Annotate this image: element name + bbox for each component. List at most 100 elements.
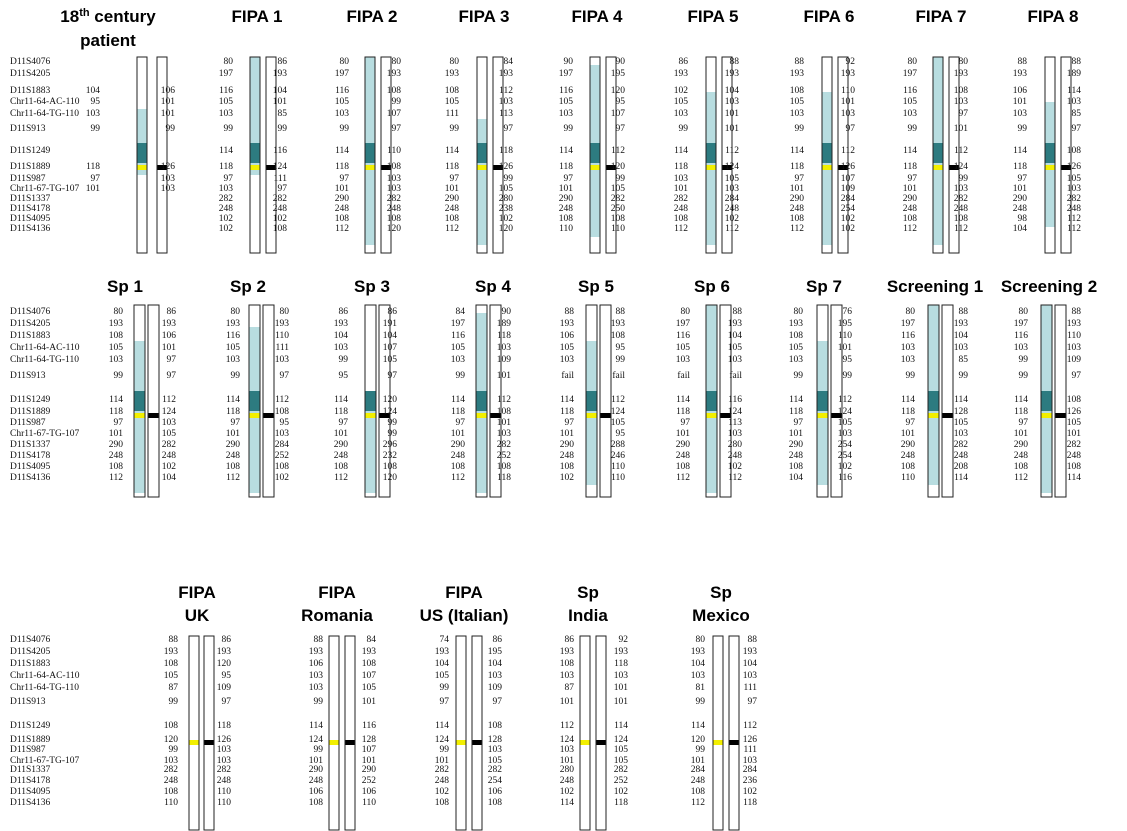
marker-label: D11S1889 (10, 162, 51, 172)
allele-left: 280 (560, 765, 575, 775)
allele-left: 108 (560, 659, 575, 669)
allele-left: 97 (908, 174, 918, 184)
chromosome-bar-right (599, 304, 612, 498)
allele-left: 108 (109, 331, 124, 341)
haplotype-segment-light (1041, 305, 1052, 391)
mutation-marker-black (204, 740, 214, 745)
mutation-marker-black (606, 165, 616, 170)
allele-left: 290 (309, 765, 324, 775)
panel-fipa-uk: FIPAUK8819310810587991081209910328224810… (164, 583, 232, 831)
mutation-marker-black (345, 740, 355, 745)
allele-left: 193 (164, 647, 179, 657)
panel-fipa-romania: FIPARomania88193106103103991141249910129… (301, 583, 377, 831)
allele-left: 193 (1013, 69, 1028, 79)
allele-left: 290 (676, 440, 691, 450)
allele-right: 101 (497, 371, 512, 381)
allele-left: 111 (445, 109, 459, 119)
allele-left: 114 (560, 798, 574, 808)
allele-left: 193 (691, 647, 706, 657)
allele-right: 112 (841, 146, 855, 156)
allele-left: 108 (789, 462, 804, 472)
allele-right: 108 (387, 162, 402, 172)
allele-right: 193 (954, 319, 969, 329)
allele-left: 99 (908, 124, 918, 134)
allele-right: 282 (488, 765, 503, 775)
allele-right: 282 (1067, 194, 1082, 204)
panel-18th-century-patient: 18th centurypatient104951039911897101106… (60, 7, 175, 254)
allele-left: 290 (451, 440, 466, 450)
allele-left: 112 (109, 473, 123, 483)
allele-left: 248 (674, 204, 689, 214)
allele-right: 193 (362, 647, 377, 657)
allele-left: 116 (1014, 331, 1028, 341)
allele-right: 84 (504, 57, 514, 67)
allele-right: 86 (278, 57, 288, 67)
allele-right: 248 (162, 451, 177, 461)
haplotype-segment-light (822, 92, 832, 143)
haplotype-segment-dark (706, 143, 716, 163)
marker-label: D11S4136 (10, 473, 51, 483)
allele-left: 103 (789, 355, 804, 365)
chromosome-bar-right (595, 635, 607, 831)
mutation-marker-black (729, 740, 739, 745)
allele-right: 112 (728, 473, 742, 483)
allele-left: 103 (109, 355, 124, 365)
allele-left: 118 (1013, 162, 1027, 172)
allele-right: 105 (611, 184, 626, 194)
allele-left: 118 (335, 162, 349, 172)
allele-left: 97 (794, 418, 804, 428)
allele-right: 105 (499, 184, 514, 194)
allele-right: 92 (619, 635, 629, 645)
allele-left: 108 (676, 462, 691, 472)
panel-title: FIPA 6 (803, 7, 854, 26)
allele-left: 114 (445, 146, 459, 156)
allele-right: 88 (1072, 57, 1082, 67)
allele-left: 101 (445, 184, 460, 194)
haplotype-segment-dark (365, 143, 375, 163)
mutation-marker-black (596, 740, 606, 745)
allele-left: 290 (901, 440, 916, 450)
allele-right: 101 (273, 97, 288, 107)
allele-right: 193 (275, 319, 290, 329)
allele-right: 108 (275, 407, 290, 417)
allele-right: 103 (954, 343, 969, 353)
allele-right: 104 (273, 86, 288, 96)
allele-right: 97 (748, 697, 758, 707)
chromosome-bar-right (147, 304, 160, 498)
allele-right: 126 (841, 162, 856, 172)
allele-left: 248 (219, 204, 234, 214)
chromosome-bar-right (344, 635, 356, 831)
allele-right: 126 (217, 735, 232, 745)
allele-right: 248 (954, 451, 969, 461)
allele-right: 103 (497, 343, 512, 353)
panel-title: FIPA (318, 583, 355, 602)
allele-left: 118 (676, 407, 690, 417)
allele-right: 124 (162, 407, 177, 417)
allele-right: 120 (611, 162, 626, 172)
allele-left: 105 (445, 97, 460, 107)
marker-label: Chr11-64-TG-110 (10, 109, 79, 119)
marker-label: D11S1249 (10, 721, 51, 731)
allele-right: 103 (743, 756, 758, 766)
allele-right: 104 (743, 659, 758, 669)
allele-left: 80 (224, 57, 234, 67)
allele-right: 106 (162, 331, 177, 341)
allele-right: 99 (278, 124, 288, 134)
allele-left: 102 (219, 224, 234, 234)
marker-label: D11S913 (10, 124, 46, 134)
allele-right: 118 (217, 721, 231, 731)
allele-right: 103 (488, 671, 503, 681)
marker-label: D11S913 (10, 697, 46, 707)
allele-left: 114 (676, 395, 690, 405)
panel-fipa-5: FIPA 58619310210510399114118103101282248… (674, 7, 739, 254)
allele-left: 248 (559, 204, 574, 214)
allele-left: 105 (164, 671, 179, 681)
allele-right: 112 (162, 395, 176, 405)
allele-left: 108 (1014, 462, 1029, 472)
haplotype-segment-dark (1045, 143, 1055, 163)
allele-left: 99 (1019, 355, 1029, 365)
chromosome-bar-right (262, 304, 275, 498)
allele-left: 197 (1014, 319, 1029, 329)
allele-right: 191 (383, 319, 398, 329)
